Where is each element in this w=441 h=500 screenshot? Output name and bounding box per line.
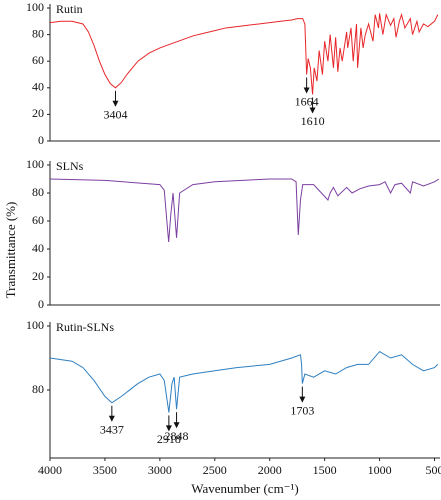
x-tick-label: 2000 xyxy=(258,463,282,477)
x-tick-label: 500 xyxy=(426,463,441,477)
arrow-head xyxy=(108,415,115,422)
arrow-head xyxy=(309,107,316,114)
annotation-label: 1703 xyxy=(290,403,314,417)
y-tick-label: 100 xyxy=(26,0,44,14)
annotation-label: 2848 xyxy=(165,429,189,443)
y-tick-label: 60 xyxy=(32,53,44,67)
y-tick-label: 20 xyxy=(32,269,44,283)
x-tick-label: 3500 xyxy=(93,463,117,477)
arrow-head xyxy=(299,396,306,403)
y-tick-label: 0 xyxy=(38,297,44,311)
annotation-label: 1664 xyxy=(295,94,319,108)
x-tick-label: 3000 xyxy=(148,463,172,477)
annotation-label: 3437 xyxy=(100,423,124,437)
x-tick-label: 1000 xyxy=(368,463,392,477)
panel-title: SLNs xyxy=(56,159,84,173)
y-axis-label: Transmittance (%) xyxy=(3,202,18,299)
annotation-label: 2918 xyxy=(157,432,181,446)
y-tick-label: 100 xyxy=(26,318,44,332)
y-tick-label: 40 xyxy=(32,241,44,255)
x-axis-label: Wavenumber (cm⁻¹) xyxy=(191,481,299,496)
y-tick-label: 80 xyxy=(32,382,44,396)
y-tick-label: 60 xyxy=(32,213,44,227)
annotation-label: 3404 xyxy=(103,108,127,122)
panel-title: Rutin-SLNs xyxy=(56,320,114,334)
y-tick-label: 100 xyxy=(26,157,44,171)
panel-title: Rutin xyxy=(56,2,83,16)
arrow-head xyxy=(165,425,172,432)
spectrum-line xyxy=(49,178,440,243)
arrow-head xyxy=(303,87,310,94)
y-tick-label: 0 xyxy=(38,133,44,147)
spectrum-line xyxy=(49,350,439,413)
y-tick-label: 40 xyxy=(32,80,44,94)
annotation-label: 1610 xyxy=(301,114,325,128)
arrow-head xyxy=(173,422,180,429)
y-tick-label: 80 xyxy=(32,185,44,199)
x-tick-label: 4000 xyxy=(38,463,62,477)
arrow-head xyxy=(112,100,119,107)
spectrum-line xyxy=(49,12,439,95)
y-tick-label: 80 xyxy=(32,26,44,40)
y-tick-label: 20 xyxy=(32,106,44,120)
x-tick-label: 1500 xyxy=(313,463,337,477)
x-tick-label: 2500 xyxy=(203,463,227,477)
